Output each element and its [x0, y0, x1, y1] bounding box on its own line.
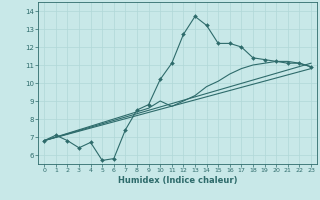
X-axis label: Humidex (Indice chaleur): Humidex (Indice chaleur) [118, 176, 237, 185]
